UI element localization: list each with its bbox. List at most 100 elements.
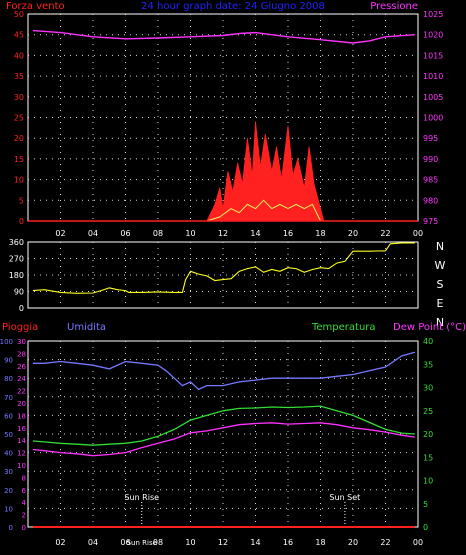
sunrise-label: Sun Rise xyxy=(124,493,159,502)
wind-direction-line xyxy=(32,242,415,294)
time-axis-tick: 00 xyxy=(413,538,423,547)
temperature-axis-tick: 0 xyxy=(423,523,428,532)
pressure-axis-tick: 985 xyxy=(423,176,438,185)
time-axis-tick: 06 xyxy=(120,229,130,238)
dewpoint-axis-tick: 0 xyxy=(22,524,26,532)
temperature-axis-tick: 5 xyxy=(423,500,428,509)
temperature-label: Temperatura xyxy=(311,322,376,333)
time-axis-tick: 12 xyxy=(218,229,228,238)
dewpoint-axis-tick: 28 xyxy=(17,350,26,358)
time-axis-tick: 16 xyxy=(283,229,293,238)
dewpoint-axis-tick: 16 xyxy=(17,425,26,433)
dewpoint-axis-tick: 10 xyxy=(17,462,26,470)
dewpoint-axis-tick: 8 xyxy=(22,474,26,482)
humidity-axis-tick: 50 xyxy=(4,431,13,439)
temperature-axis-tick: 35 xyxy=(423,360,433,369)
humidity-label: Umidita xyxy=(67,322,106,333)
wind-axis-tick: 10 xyxy=(14,176,24,185)
pressure-axis-tick: 1000 xyxy=(423,114,443,123)
wind-axis-tick: 20 xyxy=(14,134,24,143)
pressure-axis-tick: 975 xyxy=(423,217,438,226)
time-axis-tick: 16 xyxy=(283,538,293,547)
humidity-line xyxy=(32,351,415,391)
humidity-axis-tick: 80 xyxy=(4,375,13,383)
temperature-axis-tick: 20 xyxy=(423,430,433,439)
header-wind-label: Forza vento xyxy=(6,1,65,12)
header-pressure-label: Pressione xyxy=(370,1,418,12)
compass-label: S xyxy=(437,278,444,291)
pressure-axis-tick: 990 xyxy=(423,155,438,164)
rain-label: Pioggia xyxy=(2,322,38,333)
wind-axis-tick: 5 xyxy=(19,196,24,205)
pressure-axis-tick: 1020 xyxy=(423,31,443,40)
dewpoint-label: Dew Point (°C) xyxy=(393,322,466,333)
wind-axis-tick: 35 xyxy=(14,72,24,81)
time-axis-tick: 08 xyxy=(153,229,163,238)
time-axis-tick: 04 xyxy=(88,538,98,547)
wind-speed-area xyxy=(206,121,325,222)
dewpoint-axis-tick: 12 xyxy=(17,450,26,458)
temperature-axis-tick: 30 xyxy=(423,384,433,393)
dewpoint-axis-tick: 30 xyxy=(17,338,26,346)
dewpoint-axis-tick: 6 xyxy=(22,487,27,495)
pressure-axis-tick: 1015 xyxy=(423,51,443,60)
dewpoint-axis-tick: 22 xyxy=(17,388,26,396)
wind-axis-tick: 30 xyxy=(14,93,24,102)
humidity-axis-tick: 100 xyxy=(0,338,13,346)
sunrise-axis-tick: Sun Rise xyxy=(127,539,157,547)
wind-gust-line xyxy=(206,199,321,222)
plot-layer: 0510152025303540455097598098599099510001… xyxy=(0,10,466,547)
pressure-axis-tick: 1010 xyxy=(423,72,443,81)
temperature-axis-tick: 15 xyxy=(423,453,433,462)
direction-axis-tick: 90 xyxy=(14,288,24,297)
dewpoint-axis-tick: 18 xyxy=(17,412,26,420)
dewpoint-axis-tick: 4 xyxy=(22,499,27,507)
direction-axis-tick: 0 xyxy=(19,304,24,313)
dewpoint-axis-tick: 24 xyxy=(17,375,26,383)
pressure-line xyxy=(32,29,415,44)
wind-axis-tick: 45 xyxy=(14,31,24,40)
time-axis-tick: 06 xyxy=(120,538,130,547)
dewpoint-axis-tick: 14 xyxy=(17,437,26,445)
wind-axis-tick: 0 xyxy=(19,217,24,226)
humidity-axis-tick: 90 xyxy=(4,357,13,365)
time-axis-tick: 08 xyxy=(153,538,163,547)
time-axis-tick: 22 xyxy=(380,538,390,547)
humidity-axis-tick: 30 xyxy=(4,468,13,476)
temperature-axis-tick: 40 xyxy=(423,337,433,346)
temperature-axis-tick: 25 xyxy=(423,407,433,416)
compass-label: E xyxy=(437,297,444,310)
time-axis-tick: 10 xyxy=(185,229,195,238)
time-axis-tick: 04 xyxy=(88,229,98,238)
compass-label: N xyxy=(436,240,444,253)
direction-axis-tick: 270 xyxy=(9,255,24,264)
time-axis-tick: 12 xyxy=(218,538,228,547)
humidity-axis-tick: 0 xyxy=(9,524,13,532)
humidity-axis-tick: 20 xyxy=(4,487,13,495)
pressure-axis-tick: 995 xyxy=(423,134,438,143)
time-axis-tick: 00 xyxy=(413,229,423,238)
pressure-axis-tick: 1025 xyxy=(423,10,443,19)
compass-label: W xyxy=(435,259,446,272)
time-axis-tick: 02 xyxy=(55,229,65,238)
pressure-axis-tick: 1005 xyxy=(423,93,443,102)
wind-axis-tick: 40 xyxy=(14,51,24,60)
temperature-axis-tick: 10 xyxy=(423,477,433,486)
wind-axis-tick: 15 xyxy=(14,155,24,164)
humidity-axis-tick: 40 xyxy=(4,450,13,458)
time-axis-tick: 20 xyxy=(348,229,358,238)
sunset-label: Sun Set xyxy=(329,493,360,502)
dewpoint-axis-tick: 20 xyxy=(17,400,26,408)
time-axis-tick: 10 xyxy=(185,538,195,547)
compass-label: N xyxy=(436,316,444,329)
wind-axis-tick: 25 xyxy=(14,114,24,123)
direction-axis-tick: 180 xyxy=(9,271,24,280)
humidity-axis-tick: 10 xyxy=(4,505,13,513)
time-axis-tick: 14 xyxy=(250,229,260,238)
graph-date-title: 24 hour graph date: 24 Giugno 2008 xyxy=(141,1,325,12)
time-axis-tick: 14 xyxy=(250,538,260,547)
dewpoint-line xyxy=(32,422,415,457)
time-axis-tick: 02 xyxy=(55,538,65,547)
humidity-axis-tick: 70 xyxy=(4,394,13,402)
